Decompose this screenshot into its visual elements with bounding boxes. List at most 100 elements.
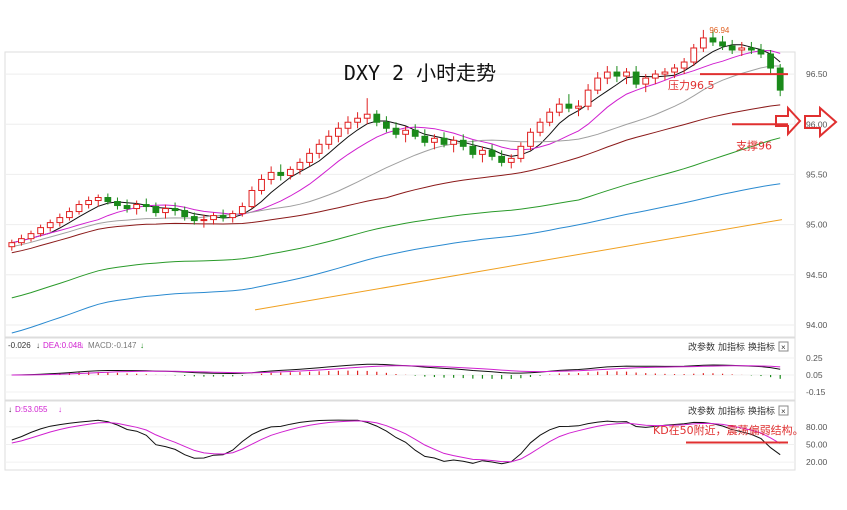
candle-body xyxy=(392,127,400,135)
macd-dea-value: DEA:0.048 xyxy=(43,341,82,350)
main-y-ticks: 96.50 96.00 95.50 95.00 94.50 94.00 xyxy=(806,69,828,330)
candle-body xyxy=(671,67,678,73)
change-params-button[interactable]: 改参数 xyxy=(688,341,715,353)
candle-body xyxy=(104,197,112,203)
candle-body xyxy=(421,135,429,143)
candle-body xyxy=(315,143,323,154)
arrow-down-icon: ↓ xyxy=(36,341,40,350)
candle-body xyxy=(507,157,515,163)
candle-body xyxy=(306,152,313,163)
candle-body xyxy=(344,121,352,129)
candle-body xyxy=(690,47,698,63)
y-tick-label: 96.50 xyxy=(806,69,828,79)
y-tick-label: 95.00 xyxy=(806,220,828,230)
candle-body xyxy=(757,49,765,55)
candle-body xyxy=(334,127,342,137)
arrow-down-icon: ↓ xyxy=(8,405,12,414)
macd-legend: -0.026 ↓ DEA:0.048 ↓ MACD:-0.147 ↓ xyxy=(8,341,144,350)
candle-body xyxy=(66,211,73,219)
candle-body xyxy=(363,113,371,119)
arrow-down-icon: ↓ xyxy=(140,341,144,350)
y-tick-label: 94.50 xyxy=(806,270,828,280)
candle-body xyxy=(680,61,688,69)
kd-annotation-label: KD在50附近，震荡偏弱结构。 xyxy=(653,423,804,437)
y-tick-label: 0.05 xyxy=(806,370,823,380)
y-tick-label: 20.00 xyxy=(806,457,828,467)
candle-body xyxy=(238,206,246,215)
kd-d-line xyxy=(11,420,781,463)
candle-body xyxy=(623,71,630,77)
candle-body xyxy=(37,227,44,235)
ma250-line xyxy=(254,219,783,311)
arrow-right-icon xyxy=(775,105,838,139)
candle-body xyxy=(450,139,458,145)
close-icon[interactable] xyxy=(778,405,789,416)
kd-annotation: KD在50附近，震荡偏弱结构。 xyxy=(653,423,804,444)
kd-panel-frame xyxy=(4,400,796,471)
candle-body xyxy=(603,71,611,79)
candle-body xyxy=(267,171,275,180)
candle-body xyxy=(699,37,707,49)
macd-dea-line xyxy=(11,365,781,376)
candle-body xyxy=(440,137,448,145)
candle-body xyxy=(286,168,294,176)
candle-body xyxy=(642,77,650,85)
candle-body xyxy=(776,67,784,91)
candle-body xyxy=(469,145,477,155)
close-icon[interactable] xyxy=(778,341,789,352)
candle-body xyxy=(219,215,227,219)
candle-body xyxy=(575,105,582,109)
candle-body xyxy=(546,111,554,123)
kd-lines xyxy=(11,419,781,465)
candle-body xyxy=(94,197,102,202)
candle-body xyxy=(748,47,755,51)
candle-body xyxy=(373,113,381,123)
y-tick-label: -0.15 xyxy=(806,387,826,397)
candle-body xyxy=(728,45,736,51)
macd-toolbar: 改参数 加指标 换指标 × xyxy=(688,341,789,353)
switch-indicator-button[interactable]: 换指标 xyxy=(748,405,775,417)
candle-body xyxy=(584,89,592,107)
candle-body xyxy=(142,204,150,208)
switch-indicator-button[interactable]: 换指标 xyxy=(748,341,775,353)
ma60-line xyxy=(11,137,781,299)
candle-body xyxy=(190,216,198,222)
add-indicator-button[interactable]: 加指标 xyxy=(718,341,745,353)
candle-body xyxy=(325,135,333,145)
candle-body xyxy=(152,206,160,214)
candle-body xyxy=(565,103,573,109)
candle-body xyxy=(229,213,237,219)
candle-body xyxy=(613,71,621,77)
candle-body xyxy=(181,210,189,218)
candle-body xyxy=(594,77,602,91)
candle-body xyxy=(85,200,93,206)
macd-panel-frame xyxy=(4,337,796,401)
candle-body xyxy=(354,117,361,123)
annotation-label: 压力96.5 xyxy=(668,79,715,92)
annotation-label: 支撑96 xyxy=(736,138,772,152)
candle-body xyxy=(46,222,54,229)
arrow-down-icon: ↓ xyxy=(58,405,62,414)
candle-body xyxy=(661,71,669,75)
y-tick-label: 50.00 xyxy=(806,439,828,449)
y-tick-label: 0.25 xyxy=(806,353,823,363)
macd-hist-value: MACD:-0.147 xyxy=(88,341,137,350)
ma20-line xyxy=(11,65,781,248)
candle-body xyxy=(18,238,25,244)
ma120-line xyxy=(11,183,781,334)
candle-body xyxy=(738,47,746,51)
candle-body xyxy=(536,121,544,133)
candle-body xyxy=(488,149,496,157)
add-indicator-button[interactable]: 加指标 xyxy=(718,405,745,417)
candle-body xyxy=(277,171,285,176)
candle-body xyxy=(719,41,726,47)
candle-body xyxy=(479,149,486,155)
kd-d-value: D:53.055 xyxy=(15,405,48,414)
candle-body xyxy=(498,155,506,163)
macd-lines xyxy=(11,363,781,376)
change-params-button[interactable]: 改参数 xyxy=(688,405,715,417)
candle-body xyxy=(411,129,419,137)
candle-body xyxy=(8,242,16,248)
macd-dif-line xyxy=(11,363,781,376)
arrow-down-icon: ↓ xyxy=(80,341,84,350)
